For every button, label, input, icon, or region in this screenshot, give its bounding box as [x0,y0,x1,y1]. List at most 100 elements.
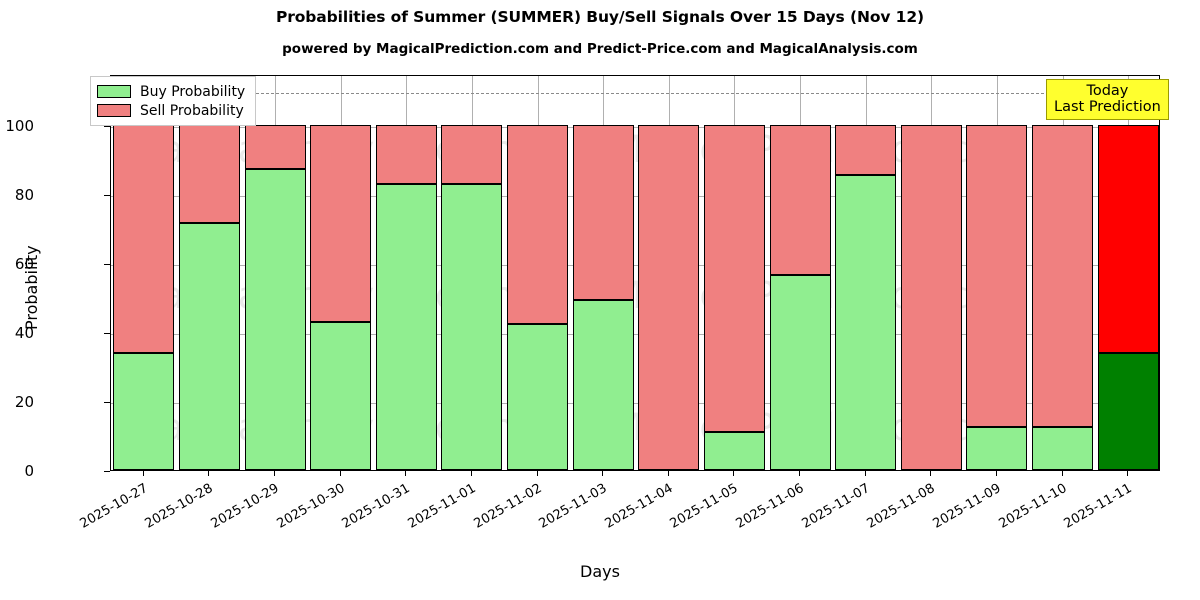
today-annotation-line2: Last Prediction [1054,99,1161,116]
legend-item-sell: Sell Probability [97,101,245,120]
x-axis-tick-mark [930,471,932,476]
y-axis-tick-mark [104,402,110,403]
bar-2025-11-02[interactable] [507,74,569,470]
x-axis-tick-mark [1061,471,1063,476]
bar-2025-11-01[interactable] [441,74,503,470]
x-axis-tick-mark [864,471,866,476]
bar-segment-buy[interactable] [835,175,897,470]
x-axis-tick-label: 2025-10-28 [142,481,216,532]
plot-area: MagicalAnalysis.comMagicalPrediction.com… [110,75,1160,471]
gridline-y [111,196,1159,197]
x-axis-tick-mark [208,471,210,476]
gridline-y [111,403,1159,404]
bar-2025-10-31[interactable] [375,74,437,470]
x-axis-tick-mark [733,471,735,476]
bar-2025-11-09[interactable] [966,74,1028,470]
chart-title: Probabilities of Summer (SUMMER) Buy/Sel… [275,8,925,26]
bar-segment-sell[interactable] [1097,125,1159,353]
x-axis-tick-mark [602,471,604,476]
x-axis-tick-mark [1127,471,1129,476]
x-axis-tick-label: 2025-11-11 [1061,481,1135,532]
bar-segment-sell[interactable] [703,125,765,433]
legend-swatch-buy [97,85,131,98]
bar-segment-buy[interactable] [310,321,372,470]
today-annotation-line1: Today [1086,83,1129,99]
bar-segment-sell[interactable] [966,125,1028,427]
x-axis-tick-label: 2025-11-01 [405,481,479,532]
bar-segment-buy[interactable] [1097,352,1159,470]
y-axis-tick-label: 0 [24,462,34,480]
bar-segment-sell[interactable] [375,125,437,184]
y-axis-tick-mark [104,195,110,196]
bar-segment-sell[interactable] [178,125,240,224]
bar-2025-11-07[interactable] [835,74,897,470]
bar-2025-11-08[interactable] [900,74,962,470]
gridline-y [111,127,1159,128]
bar-segment-sell[interactable] [572,125,634,300]
bar-2025-11-06[interactable] [769,74,831,470]
chart-subtitle: powered by MagicalPrediction.com and Pre… [282,41,918,57]
bar-2025-10-28[interactable] [178,74,240,470]
y-axis-tick-label: 40 [14,324,34,342]
x-axis-tick-label: 2025-10-31 [339,481,413,532]
bar-segment-sell[interactable] [638,125,700,470]
bar-segment-sell[interactable] [441,125,503,184]
x-axis-tick-label: 2025-10-29 [208,481,282,532]
y-axis-tick-mark [104,471,110,472]
y-axis-tick-label: 20 [14,393,34,411]
bar-2025-10-29[interactable] [244,74,306,470]
y-axis-tick-label: 60 [14,255,34,273]
x-axis-tick-mark [405,471,407,476]
x-axis-tick-label: 2025-10-27 [77,481,151,532]
bar-2025-10-30[interactable] [310,74,372,470]
y-axis-tick-mark [104,126,110,127]
bar-2025-11-05[interactable] [703,74,765,470]
bar-segment-sell[interactable] [507,125,569,325]
gridline-y [111,265,1159,266]
bar-segment-buy[interactable] [572,299,634,470]
x-axis-tick-label: 2025-11-09 [930,481,1004,532]
bar-segment-sell[interactable] [1032,125,1094,427]
bar-segment-buy[interactable] [113,352,175,470]
bar-2025-11-04[interactable] [638,74,700,470]
legend-item-buy: Buy Probability [97,82,245,101]
x-axis-tick-label: 2025-11-03 [536,481,610,532]
bar-segment-sell[interactable] [900,125,962,470]
x-axis-tick-mark [142,471,144,476]
y-axis-tick-label: 100 [5,117,34,135]
x-axis-tick-mark [470,471,472,476]
x-axis-tick-mark [995,471,997,476]
bar-segment-buy[interactable] [1032,426,1094,470]
x-axis-tick-mark [536,471,538,476]
x-axis-tick-mark [339,471,341,476]
reference-line [111,92,1159,94]
x-axis-tick-label: 2025-11-07 [799,481,873,532]
bar-segment-buy[interactable] [507,324,569,470]
bar-segment-sell[interactable] [113,125,175,353]
bar-2025-11-11[interactable] [1097,74,1159,470]
bar-segment-buy[interactable] [178,223,240,470]
bar-segment-buy[interactable] [966,426,1028,470]
bar-2025-11-03[interactable] [572,74,634,470]
x-axis-tick-mark [667,471,669,476]
gridline-y [111,334,1159,335]
today-annotation: Today Last Prediction [1046,79,1169,121]
bar-segment-buy[interactable] [375,183,437,470]
bar-segment-sell[interactable] [244,125,306,169]
x-axis-tick-label: 2025-11-04 [602,481,676,532]
bar-segment-sell[interactable] [769,125,831,276]
bar-segment-buy[interactable] [703,432,765,470]
bar-2025-10-27[interactable] [113,74,175,470]
bar-2025-11-10[interactable] [1032,74,1094,470]
bar-segment-buy[interactable] [441,183,503,470]
chart-legend: Buy Probability Sell Probability [90,76,257,126]
bar-segment-buy[interactable] [769,275,831,470]
bar-segment-buy[interactable] [244,168,306,470]
legend-label-buy: Buy Probability [140,83,246,100]
x-axis-tick-label: 2025-11-02 [471,481,545,532]
bar-segment-sell[interactable] [310,125,372,322]
y-axis-tick-mark [104,264,110,265]
x-axis-tick-mark [799,471,801,476]
bar-segment-sell[interactable] [835,125,897,176]
